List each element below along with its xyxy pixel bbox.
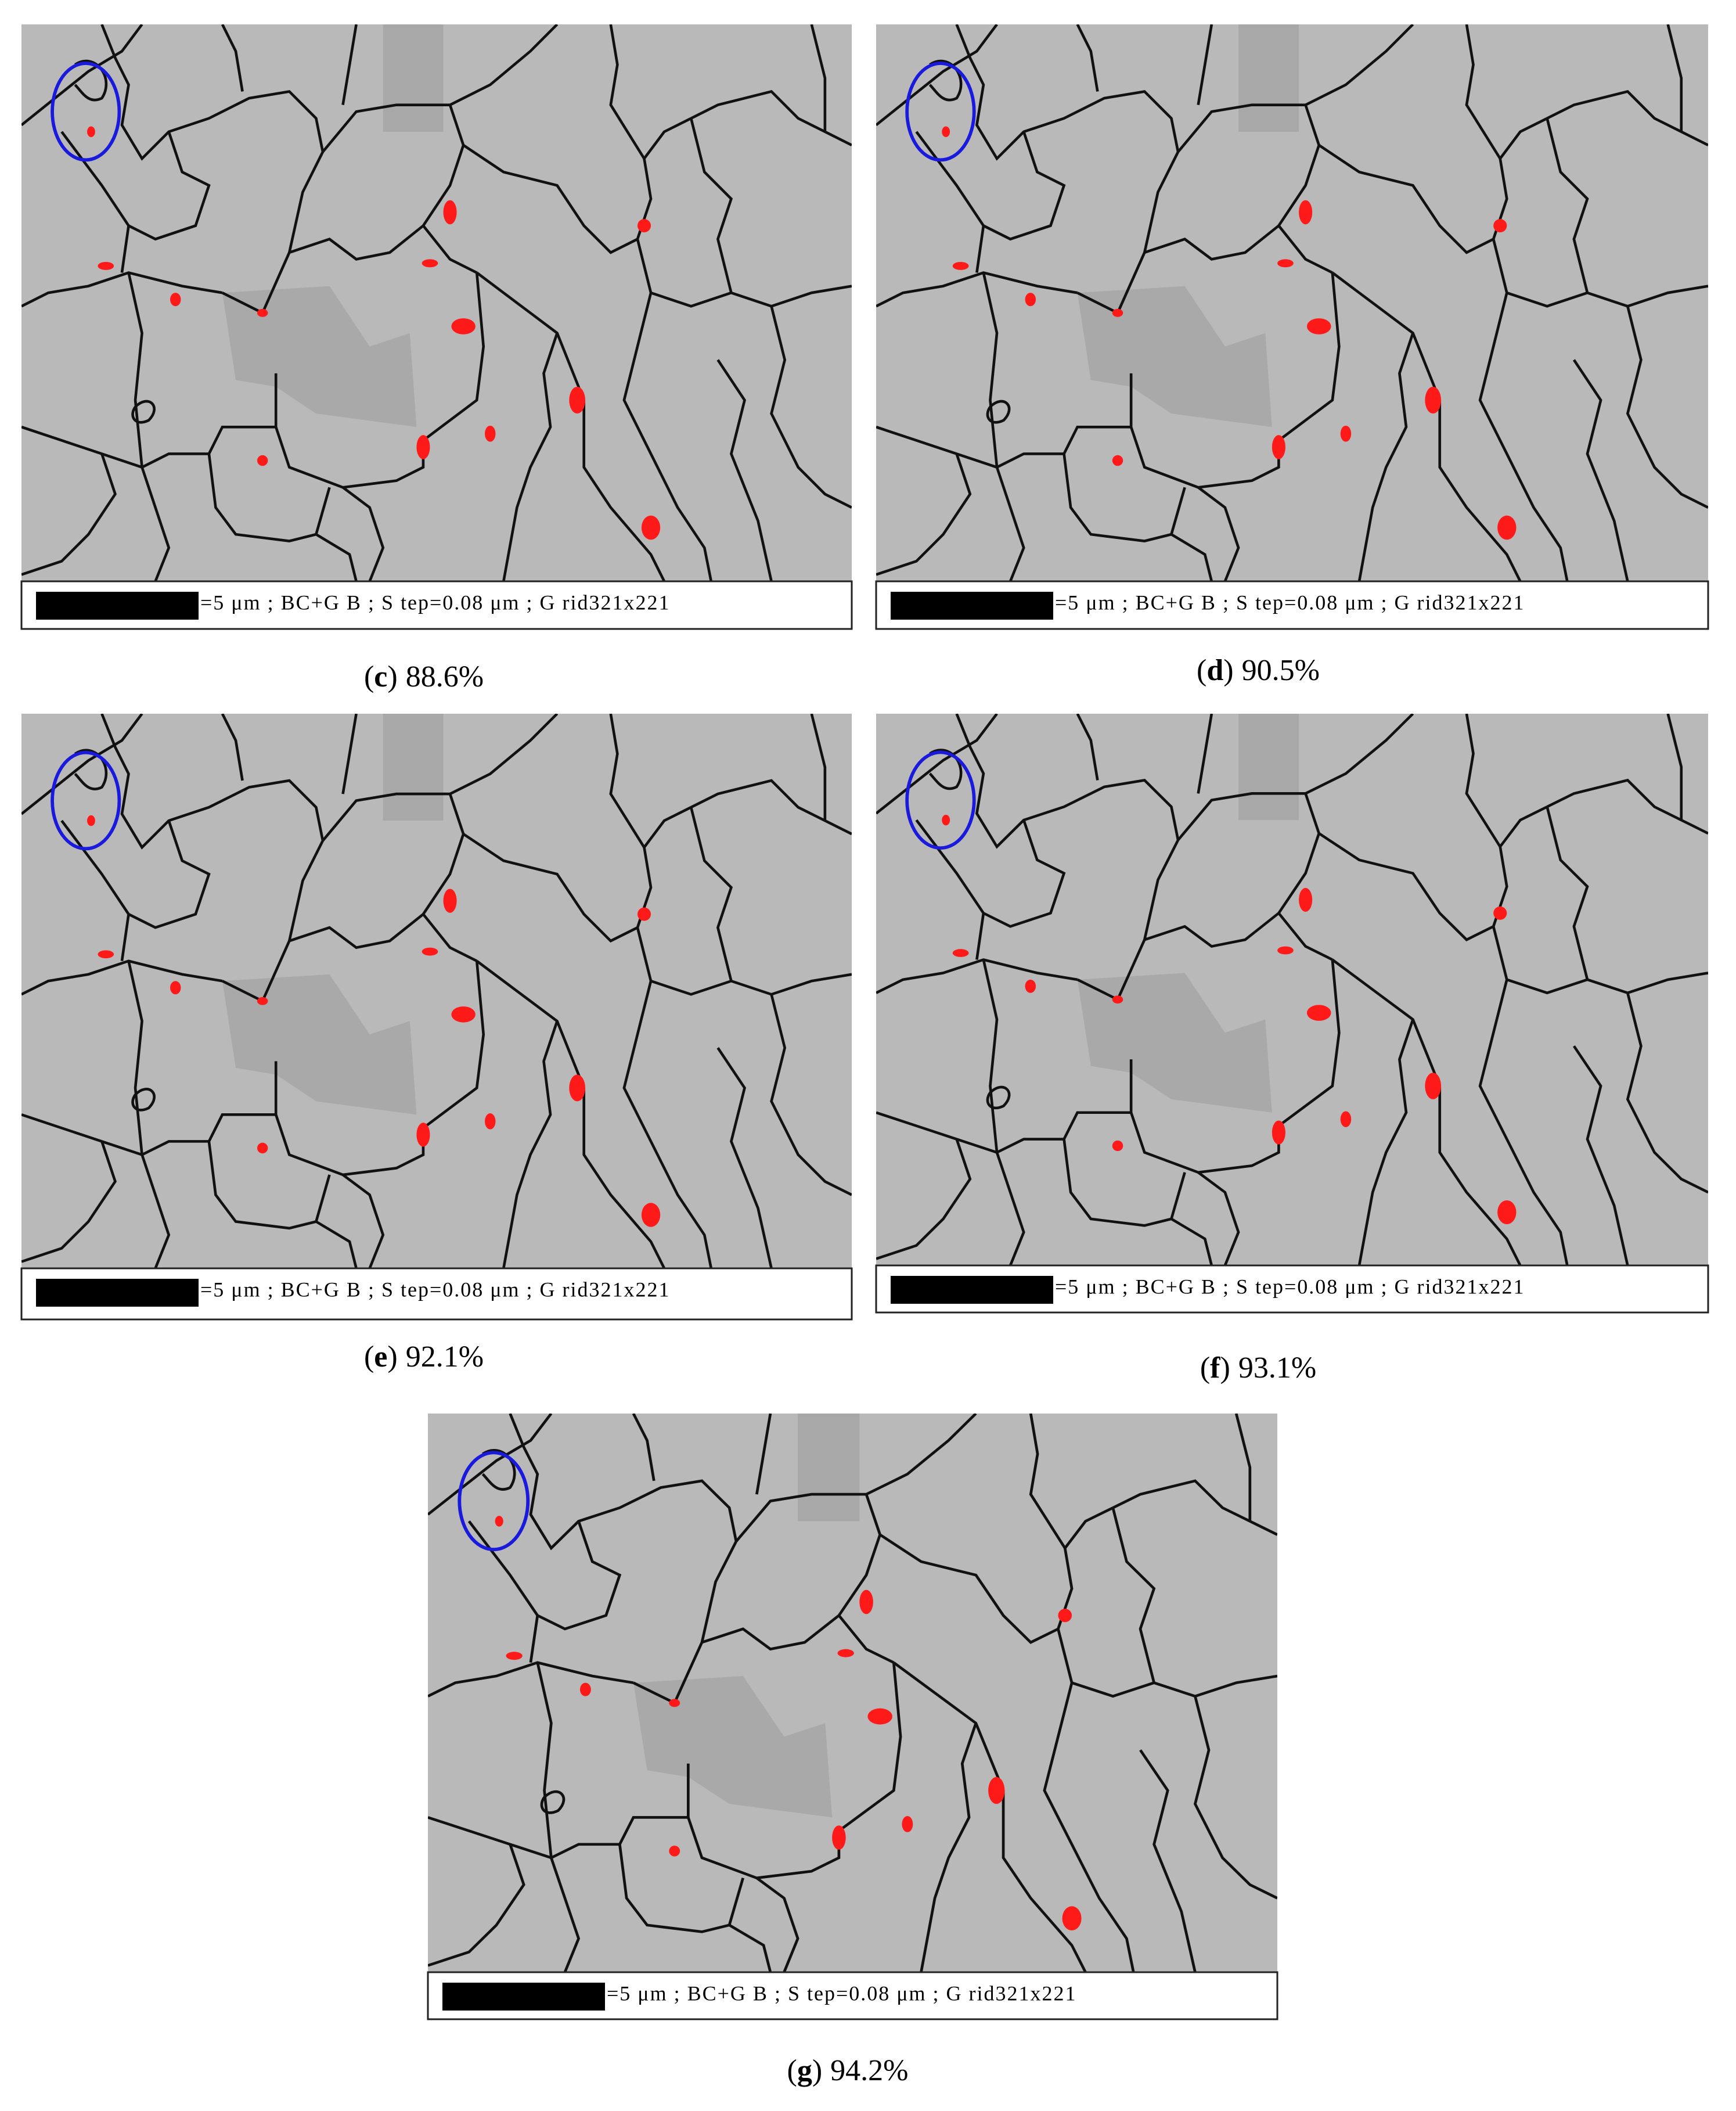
scale-text: =5 μm ; BC+G B ; S tep=0.08 μm ; G rid32… bbox=[200, 591, 671, 614]
panel: =5 μm ; BC+G B ; S tep=0.08 μm ; G rid32… bbox=[875, 24, 1709, 687]
caption-open: ( bbox=[364, 1340, 374, 1373]
caption-open: ( bbox=[1197, 654, 1206, 687]
panel: =5 μm ; BC+G B ; S tep=0.08 μm ; G rid32… bbox=[20, 714, 853, 1373]
caption-close: ) bbox=[387, 1340, 397, 1373]
micrograph bbox=[428, 1414, 1277, 1972]
micrograph bbox=[21, 24, 852, 581]
micrograph bbox=[876, 24, 1708, 581]
caption-close: ) bbox=[812, 2054, 822, 2087]
panel: =5 μm ; BC+G B ; S tep=0.08 μm ; G rid32… bbox=[20, 24, 853, 693]
micrograph bbox=[876, 714, 1708, 1265]
scale-bar bbox=[891, 592, 1053, 620]
caption-percent: 94.2% bbox=[830, 2054, 908, 2087]
micrograph bbox=[21, 714, 852, 1268]
caption-letter: d bbox=[1206, 654, 1223, 687]
caption: (d) 90.5% bbox=[1197, 654, 1320, 687]
caption-close: ) bbox=[1220, 1351, 1230, 1384]
caption: (f) 93.1% bbox=[1200, 1351, 1316, 1384]
scale-text: =5 μm ; BC+G B ; S tep=0.08 μm ; G rid32… bbox=[1055, 591, 1525, 614]
caption: (c) 88.6% bbox=[364, 660, 484, 693]
panel: =5 μm ; BC+G B ; S tep=0.08 μm ; G rid32… bbox=[875, 714, 1709, 1384]
caption: (g) 94.2% bbox=[787, 2054, 909, 2087]
caption-percent: 93.1% bbox=[1238, 1351, 1316, 1384]
caption-letter: c bbox=[374, 660, 387, 693]
caption-percent: 90.5% bbox=[1242, 654, 1320, 687]
caption-open: ( bbox=[364, 660, 374, 693]
caption-open: ( bbox=[787, 2054, 797, 2087]
scale-text: =5 μm ; BC+G B ; S tep=0.08 μm ; G rid32… bbox=[1055, 1275, 1525, 1298]
scale-text: =5 μm ; BC+G B ; S tep=0.08 μm ; G rid32… bbox=[200, 1278, 671, 1301]
scale-bar bbox=[36, 1279, 199, 1307]
scale-text: =5 μm ; BC+G B ; S tep=0.08 μm ; G rid32… bbox=[607, 1981, 1077, 2005]
scale-bar bbox=[36, 592, 199, 620]
caption-letter: f bbox=[1210, 1351, 1220, 1384]
caption-open: ( bbox=[1200, 1351, 1210, 1384]
caption-letter: g bbox=[797, 2054, 812, 2087]
caption-close: ) bbox=[1223, 654, 1233, 687]
caption-percent: 88.6% bbox=[406, 660, 484, 693]
caption-close: ) bbox=[387, 660, 397, 693]
panel: =5 μm ; BC+G B ; S tep=0.08 μm ; G rid32… bbox=[427, 1414, 1278, 2087]
caption-percent: 92.1% bbox=[406, 1340, 484, 1373]
scale-bar bbox=[442, 1983, 605, 2011]
caption: (e) 92.1% bbox=[364, 1340, 484, 1373]
scale-bar bbox=[891, 1276, 1053, 1304]
caption-letter: e bbox=[374, 1340, 387, 1373]
